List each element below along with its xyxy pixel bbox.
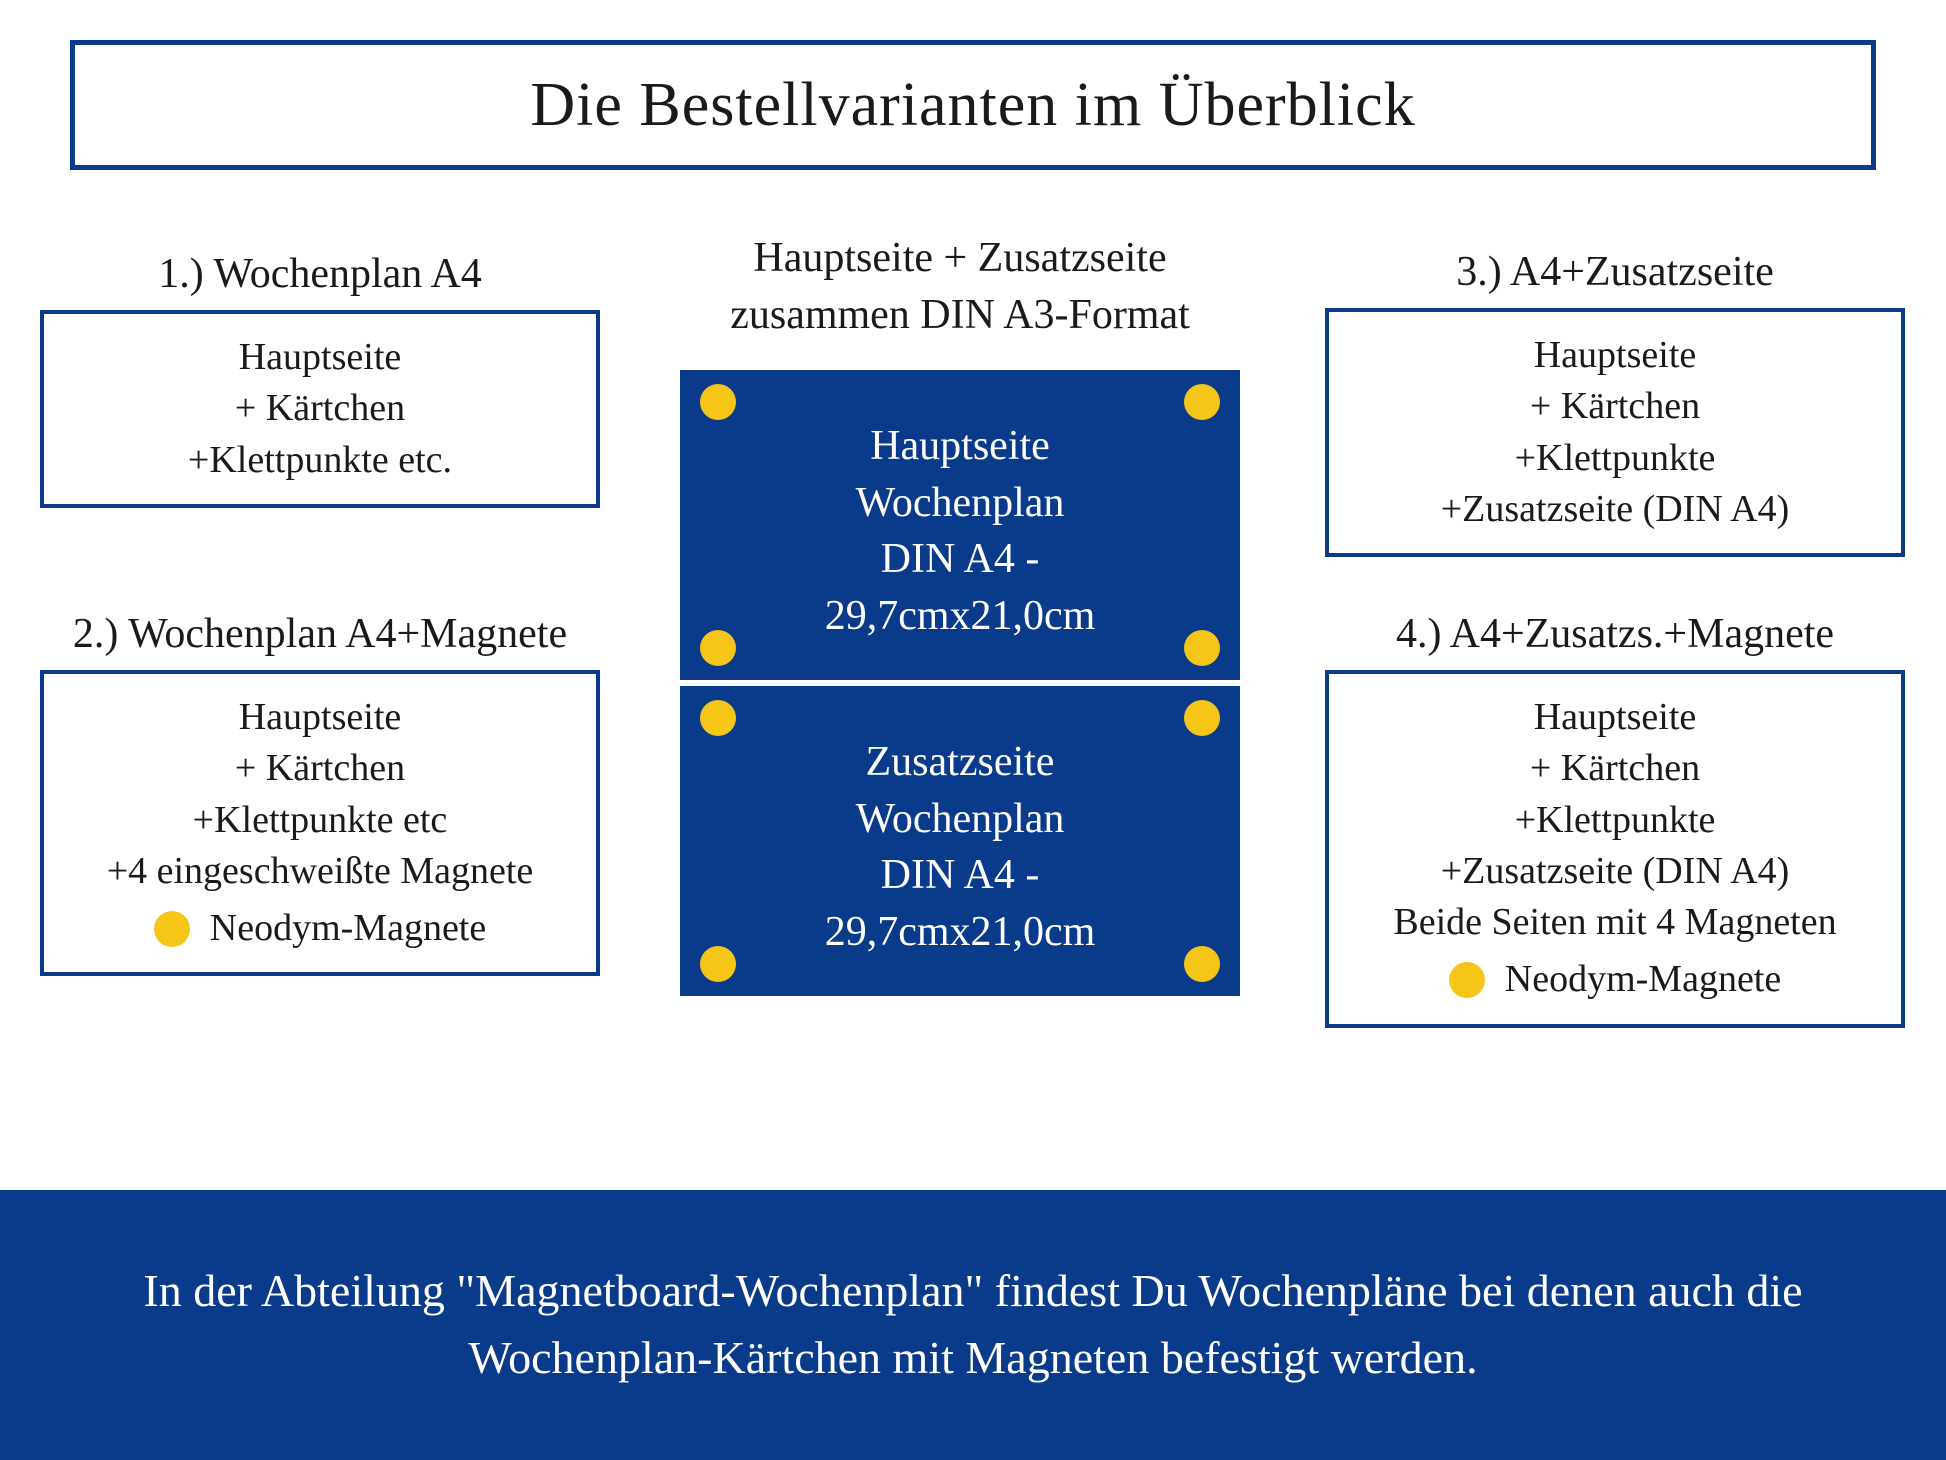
- option-4-line: Beide Seiten mit 4 Magneten: [1339, 897, 1891, 948]
- option-4-title: 4.) A4+Zusatzs.+Magnete: [1325, 610, 1905, 658]
- option-4-line: Hauptseite: [1339, 692, 1891, 743]
- page-title: Die Bestellvarianten im Überblick: [530, 70, 1415, 141]
- magnet-dot-icon: [1184, 384, 1220, 420]
- option-1-line: Hauptseite: [54, 332, 586, 383]
- magnet-dot-icon: [700, 946, 736, 982]
- magnet-dot-icon: [1184, 630, 1220, 666]
- option-2-line: +Klettpunkte etc: [54, 795, 586, 846]
- title-container: Die Bestellvarianten im Überblick: [70, 40, 1876, 170]
- option-2-title: 2.) Wochenplan A4+Magnete: [40, 610, 600, 658]
- panel-top-line: Hauptseite: [690, 418, 1230, 475]
- footer-text: In der Abteilung "Magnetboard-Wochenplan…: [120, 1258, 1826, 1391]
- option-4-line: + Kärtchen: [1339, 743, 1891, 794]
- option-4: 4.) A4+Zusatzs.+Magnete Hauptseite + Kär…: [1325, 610, 1905, 1028]
- panel-top-line: DIN A4 -: [690, 531, 1230, 588]
- center-panels: Hauptseite Wochenplan DIN A4 - 29,7cmx21…: [640, 370, 1280, 996]
- magnet-dot-icon: [1184, 946, 1220, 982]
- center-header: Hauptseite + Zusatzseite zusammen DIN A3…: [640, 230, 1280, 343]
- option-2-box: Hauptseite + Kärtchen +Klettpunkte etc +…: [40, 670, 600, 976]
- option-4-magnet-label: Neodym-Magnete: [1505, 954, 1781, 1005]
- magnet-dot-icon: [1449, 962, 1485, 998]
- magnet-dot-icon: [700, 700, 736, 736]
- option-1-line: +Klettpunkte etc.: [54, 435, 586, 486]
- option-3-line: + Kärtchen: [1339, 381, 1891, 432]
- option-3-line: +Zusatzseite (DIN A4): [1339, 484, 1891, 535]
- magnet-dot-icon: [700, 384, 736, 420]
- panel-bottom-line: Zusatzseite: [690, 734, 1230, 791]
- panel-bottom-line: DIN A4 -: [690, 847, 1230, 904]
- option-3-title: 3.) A4+Zusatzseite: [1325, 248, 1905, 296]
- center-header-line: zusammen DIN A3-Format: [640, 287, 1280, 344]
- option-2-line: Hauptseite: [54, 692, 586, 743]
- magnet-dot-icon: [154, 911, 190, 947]
- panel-bottom-line: 29,7cmx21,0cm: [690, 904, 1230, 961]
- panel-zusatzseite: Zusatzseite Wochenplan DIN A4 - 29,7cmx2…: [680, 686, 1240, 996]
- footer-banner: In der Abteilung "Magnetboard-Wochenplan…: [0, 1190, 1946, 1460]
- option-3-line: Hauptseite: [1339, 330, 1891, 381]
- magnet-dot-icon: [700, 630, 736, 666]
- option-3-line: +Klettpunkte: [1339, 433, 1891, 484]
- option-2: 2.) Wochenplan A4+Magnete Hauptseite + K…: [40, 610, 600, 976]
- option-1-line: + Kärtchen: [54, 383, 586, 434]
- magnet-dot-icon: [1184, 700, 1220, 736]
- option-3-box: Hauptseite + Kärtchen +Klettpunkte +Zusa…: [1325, 308, 1905, 557]
- option-4-magnet-row: Neodym-Magnete: [1339, 954, 1891, 1005]
- option-4-line: +Klettpunkte: [1339, 795, 1891, 846]
- option-1-box: Hauptseite + Kärtchen +Klettpunkte etc.: [40, 310, 600, 508]
- option-4-line: +Zusatzseite (DIN A4): [1339, 846, 1891, 897]
- option-2-magnet-row: Neodym-Magnete: [54, 903, 586, 954]
- option-2-magnet-label: Neodym-Magnete: [210, 903, 486, 954]
- option-4-box: Hauptseite + Kärtchen +Klettpunkte +Zusa…: [1325, 670, 1905, 1028]
- panel-hauptseite: Hauptseite Wochenplan DIN A4 - 29,7cmx21…: [680, 370, 1240, 680]
- panel-bottom-line: Wochenplan: [690, 791, 1230, 848]
- option-2-line: +4 eingeschweißte Magnete: [54, 846, 586, 897]
- option-1-title: 1.) Wochenplan A4: [40, 250, 600, 298]
- option-3: 3.) A4+Zusatzseite Hauptseite + Kärtchen…: [1325, 248, 1905, 557]
- option-2-line: + Kärtchen: [54, 743, 586, 794]
- center-header-line: Hauptseite + Zusatzseite: [640, 230, 1280, 287]
- panel-top-line: 29,7cmx21,0cm: [690, 588, 1230, 645]
- option-1: 1.) Wochenplan A4 Hauptseite + Kärtchen …: [40, 250, 600, 508]
- panel-top-line: Wochenplan: [690, 475, 1230, 532]
